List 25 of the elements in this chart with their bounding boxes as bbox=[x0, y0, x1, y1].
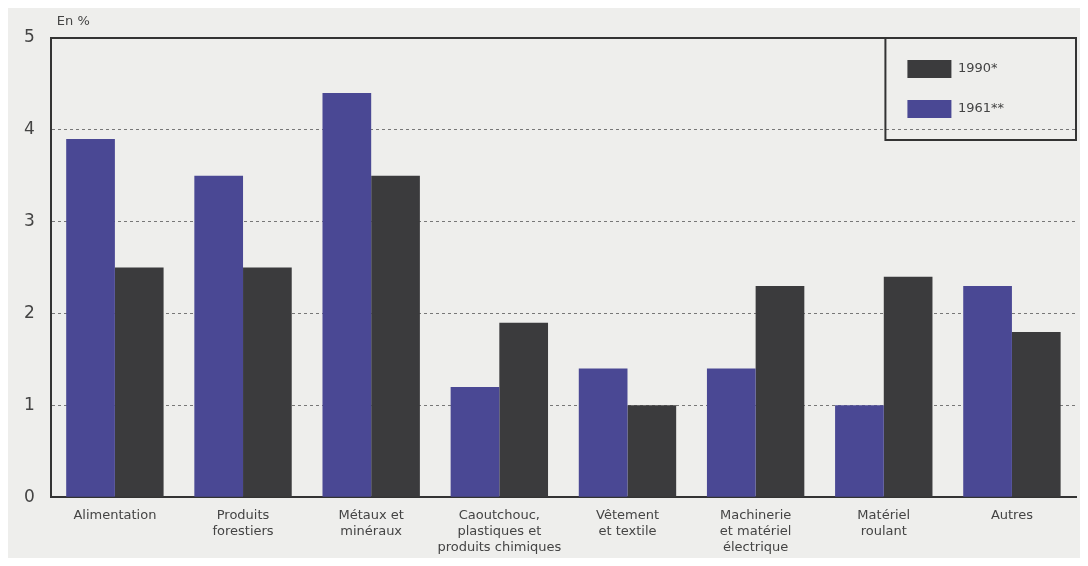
y-tick-label: 1 bbox=[23, 393, 35, 414]
y-axis-title: En % bbox=[56, 12, 90, 28]
bar bbox=[963, 285, 1012, 497]
y-tick-label: 0 bbox=[23, 485, 35, 506]
x-tick-label: Alimentation bbox=[73, 507, 157, 523]
y-tick-label: 2 bbox=[23, 301, 35, 322]
bar bbox=[322, 93, 372, 497]
bar bbox=[706, 368, 756, 497]
bar bbox=[578, 368, 628, 497]
y-tick-label: 3 bbox=[23, 210, 35, 231]
y-tick-label: 4 bbox=[23, 118, 35, 139]
x-tick-label: Matériel roulant bbox=[857, 507, 911, 538]
x-tick-label: Produits forestiers bbox=[212, 507, 274, 538]
y-tick-label: 5 bbox=[23, 26, 35, 47]
bar bbox=[450, 386, 500, 497]
x-tick-label: Vêtement et textile bbox=[595, 507, 659, 538]
legend-label: 1990* bbox=[957, 60, 998, 76]
x-tick-label: Métaux et minéraux bbox=[338, 507, 404, 538]
x-tick-label: Machinerie et matériel électrique bbox=[719, 507, 792, 554]
x-tick-label: Caoutchouc, plastiques et produits chimiques bbox=[437, 507, 562, 554]
bar bbox=[835, 405, 884, 497]
x-tick-label: Autres bbox=[990, 507, 1034, 523]
bar bbox=[66, 139, 115, 497]
legend-label: 1961** bbox=[957, 100, 1005, 116]
bar bbox=[194, 175, 244, 497]
